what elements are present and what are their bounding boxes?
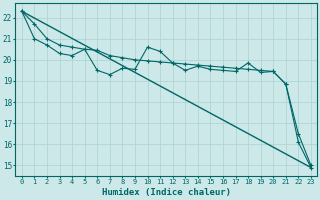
X-axis label: Humidex (Indice chaleur): Humidex (Indice chaleur) <box>102 188 231 197</box>
